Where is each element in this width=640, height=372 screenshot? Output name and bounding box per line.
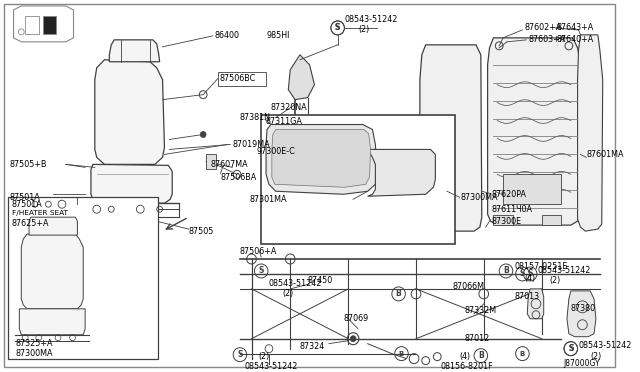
Text: B: B [399,351,404,357]
Text: 87300MA: 87300MA [461,193,498,202]
Text: 87505: 87505 [189,227,214,235]
Bar [218,72,266,86]
Text: 87501A: 87501A [12,200,42,209]
Text: S: S [527,269,533,279]
Text: 08543-51242: 08543-51242 [344,15,398,25]
Bar [503,174,561,204]
Text: 08543-51242: 08543-51242 [269,279,323,288]
Bar [542,215,561,225]
Text: 87602+A: 87602+A [524,23,562,32]
Text: 87643+A: 87643+A [556,23,593,32]
Polygon shape [21,234,83,309]
Text: 08543-51242: 08543-51242 [244,362,298,371]
Polygon shape [91,164,172,203]
Polygon shape [288,55,314,100]
Text: (2): (2) [590,352,602,361]
Text: 87506BA: 87506BA [221,173,257,182]
Polygon shape [109,40,159,62]
Polygon shape [29,217,77,235]
Text: 97300E-C: 97300E-C [257,147,295,156]
Text: 87325+A: 87325+A [15,339,53,348]
Bar [206,154,216,169]
Text: 87012: 87012 [465,334,490,343]
Text: 87320NA: 87320NA [271,103,307,112]
Text: 87603+A: 87603+A [528,35,566,44]
Text: 87066M: 87066M [452,282,484,291]
Polygon shape [272,129,371,187]
Text: 87301MA: 87301MA [250,195,287,204]
Text: (2): (2) [358,25,369,34]
Text: 87506BC: 87506BC [220,74,256,83]
Bar [8,197,157,359]
Text: J87000GY: J87000GY [563,359,600,368]
Polygon shape [95,60,164,164]
Text: F/HEATER SEAT: F/HEATER SEAT [12,210,68,216]
Text: 87332M: 87332M [465,306,497,315]
Text: 87450: 87450 [308,276,333,285]
Text: 87300MA: 87300MA [15,349,53,358]
Text: 87505+B: 87505+B [10,160,47,169]
Polygon shape [367,150,435,196]
Polygon shape [13,6,74,42]
Text: 87625+A: 87625+A [12,219,49,228]
Text: 87601MA: 87601MA [586,150,624,159]
Text: B: B [520,351,525,357]
Bar [493,215,513,225]
Text: 87381N: 87381N [240,113,271,122]
Text: 87640+A: 87640+A [556,35,593,44]
Text: 87324: 87324 [300,342,325,351]
Polygon shape [527,289,544,319]
Polygon shape [488,38,580,225]
Text: 985HI: 985HI [266,31,289,41]
Text: S: S [335,23,340,32]
Text: S: S [568,344,573,353]
Text: B: B [503,266,509,275]
Text: S: S [259,266,264,275]
Polygon shape [577,35,603,231]
Text: 87506+A: 87506+A [240,247,277,256]
Polygon shape [266,125,378,194]
Polygon shape [567,291,596,337]
Bar [261,115,454,244]
Text: 08157-0251E: 08157-0251E [515,263,568,272]
Polygon shape [19,309,85,335]
Text: 08543-51242: 08543-51242 [579,341,632,350]
Circle shape [350,336,356,342]
Text: 87380: 87380 [571,304,596,313]
Text: (4): (4) [524,275,536,283]
Text: 87069: 87069 [344,314,369,323]
Text: (2): (2) [282,289,294,298]
Bar [43,16,56,34]
Bar [25,16,38,34]
Text: 86400: 86400 [215,31,240,41]
Text: 87019MA: 87019MA [232,140,270,149]
Text: 08543-51242: 08543-51242 [538,266,591,275]
Text: 87620PA: 87620PA [492,190,527,199]
Text: (2): (2) [550,276,561,285]
Text: S: S [568,344,573,353]
Text: S: S [335,23,340,32]
Text: B: B [396,289,401,298]
Text: 87607MA: 87607MA [211,160,248,169]
Text: 87611Ч0A: 87611Ч0A [492,205,532,214]
Text: 87501A: 87501A [10,193,40,202]
Polygon shape [420,45,482,231]
Text: 87013: 87013 [515,292,540,301]
Text: 87300E: 87300E [492,217,522,226]
Text: S: S [237,350,243,359]
Text: 08156-8201F: 08156-8201F [440,362,493,371]
Text: 87311GA: 87311GA [265,117,302,126]
Text: (2): (2) [259,352,269,361]
Text: (4): (4) [460,352,470,361]
Text: B: B [478,351,484,360]
Circle shape [200,131,206,138]
Text: S: S [520,269,525,279]
